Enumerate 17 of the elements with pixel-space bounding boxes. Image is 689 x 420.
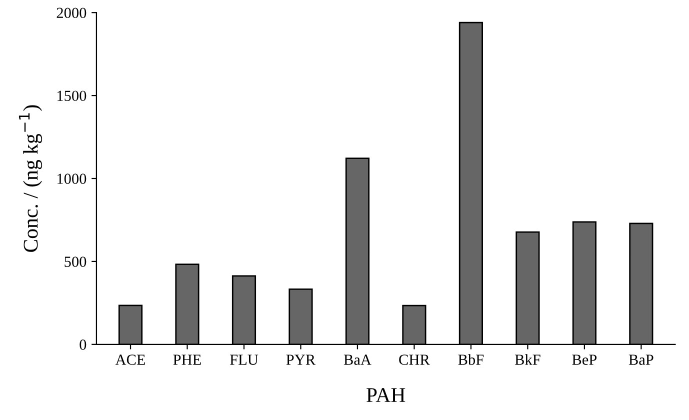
x-tick-label: PHE — [173, 354, 201, 365]
y-tick-label: 2000 — [56, 8, 86, 18]
x-tick-label: FLU — [230, 354, 258, 365]
x-tick-label: BaA — [344, 354, 372, 365]
y-tick-label: 500 — [64, 256, 86, 267]
y-axis-title: Conc. / (ng kg$^{−1}$) — [18, 105, 42, 252]
x-tick-label: BbF — [458, 354, 484, 365]
y-tick-label: 1500 — [58, 90, 86, 101]
x-axis-title: PAH — [366, 388, 406, 402]
x-tick-label: BkF — [514, 354, 540, 365]
x-tick-label: ACE — [115, 354, 146, 365]
x-tick-label: CHR — [399, 354, 430, 365]
x-tick-label: PYR — [286, 354, 316, 365]
x-tick-label: BeP — [572, 354, 597, 365]
y-tick-label: 1000 — [58, 174, 86, 184]
y-tick-label: 0 — [80, 340, 86, 350]
x-tick-label: BaP — [628, 354, 654, 365]
